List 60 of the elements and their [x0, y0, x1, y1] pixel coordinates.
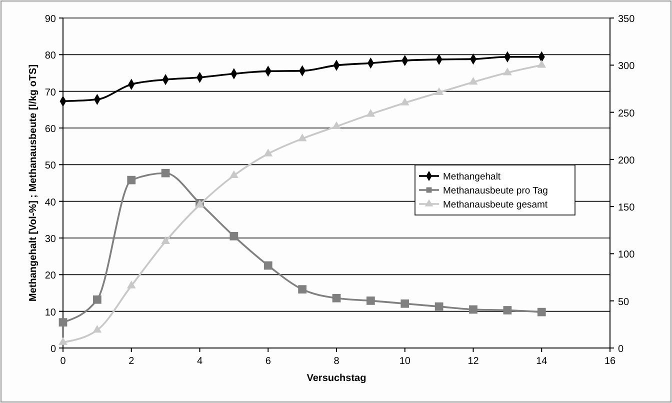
- y-tick-label: 80: [44, 50, 56, 62]
- y2-tick-label: 300: [618, 61, 636, 72]
- point: [434, 302, 444, 311]
- y-tick-label: 50: [44, 160, 56, 172]
- point: [469, 305, 478, 314]
- y2-tick-label: 250: [618, 108, 636, 120]
- y-axis-title: Methangehalt [Vol-%] ; Methanausbeute [l/kg oTS]: [28, 64, 39, 302]
- point: [264, 148, 273, 156]
- legend-label: Methangehalt: [443, 172, 501, 182]
- x-tick-label: 16: [604, 356, 616, 367]
- point: [537, 60, 546, 68]
- point: [537, 308, 546, 316]
- y2-tick-label: 150: [618, 202, 636, 214]
- point: [58, 318, 68, 327]
- point: [230, 170, 238, 178]
- x-tick-label: 2: [128, 356, 135, 367]
- point: [127, 176, 136, 184]
- y2-tick-label: 50: [618, 296, 630, 308]
- point: [92, 324, 102, 333]
- x-tick-label: 10: [399, 356, 411, 367]
- point: [93, 295, 102, 304]
- point: [126, 280, 136, 288]
- x-tick-label: 8: [334, 356, 340, 367]
- point: [161, 236, 170, 244]
- point: [264, 261, 272, 270]
- point: [58, 337, 68, 345]
- y-tick-label: 40: [44, 197, 56, 208]
- y-tick-label: 90: [44, 14, 56, 25]
- point: [230, 232, 238, 240]
- x-tick-label: 14: [536, 356, 548, 367]
- legend-label: Methanausbeute pro Tag: [443, 186, 548, 196]
- y-tick-label: 60: [44, 124, 56, 135]
- point: [503, 306, 512, 314]
- x-tick-label: 12: [468, 356, 480, 367]
- y2-tick-label: 100: [618, 250, 636, 261]
- point: [468, 77, 478, 85]
- point: [298, 285, 306, 294]
- point: [366, 296, 375, 305]
- legend-label: Methanausbeute gesamt: [443, 200, 548, 210]
- point: [332, 121, 341, 129]
- y-tick-label: 10: [44, 307, 56, 318]
- y-tick-label: 0: [50, 344, 56, 355]
- y2-tick-label: 200: [618, 155, 636, 166]
- point: [366, 109, 376, 117]
- point: [434, 87, 444, 96]
- x-tick-label: 4: [196, 356, 203, 367]
- y-tick-label: 30: [44, 234, 56, 245]
- point: [161, 168, 170, 178]
- y-tick-label: 70: [44, 87, 56, 98]
- x-tick-label: 6: [265, 356, 272, 367]
- point: [332, 294, 341, 302]
- point: [503, 68, 512, 76]
- y-tick-label: 20: [44, 270, 56, 282]
- point: [400, 299, 410, 308]
- point: [298, 134, 307, 142]
- x-axis-title: Versuchstag: [306, 373, 366, 384]
- y2-tick-label: 350: [618, 14, 636, 25]
- point: [400, 98, 410, 106]
- y2-tick-label: 0: [618, 344, 624, 355]
- x-tick-label: 0: [60, 356, 66, 367]
